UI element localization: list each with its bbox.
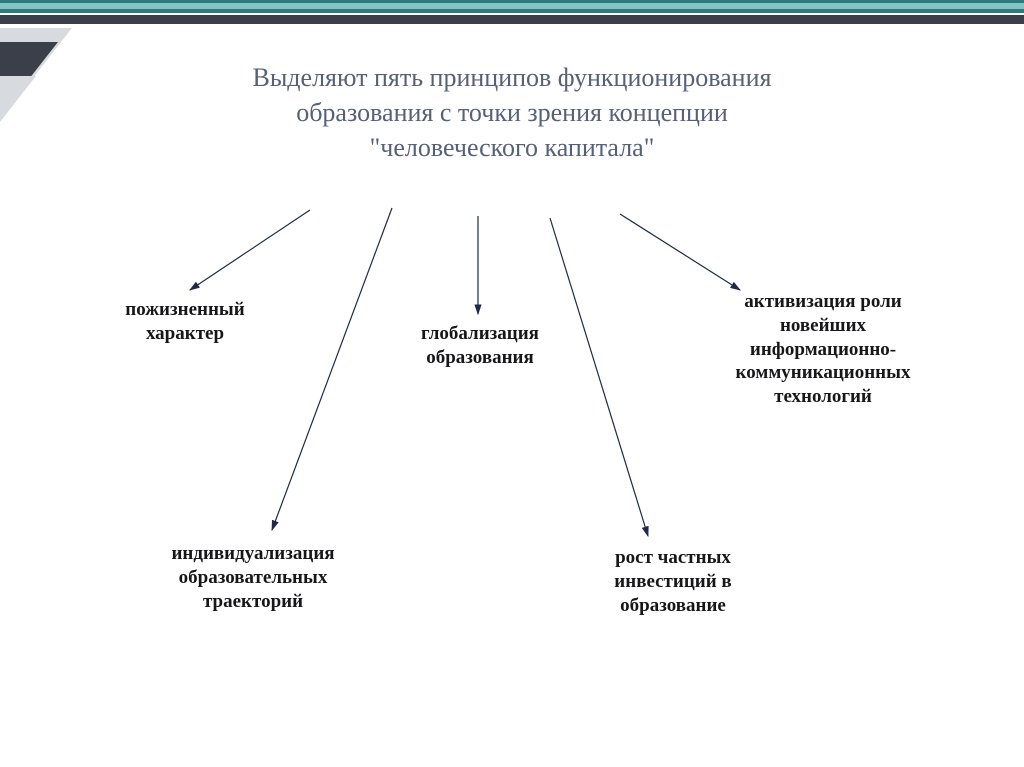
arrow [620, 214, 740, 290]
diagram-node: глобализацияобразования [390, 322, 570, 370]
node-text-line: активизация роли [708, 290, 938, 314]
title-line-2: образования с точки зрения концепции [120, 95, 904, 130]
node-text-line: технологий [708, 385, 938, 409]
diagram-node: рост частныхинвестиций вобразование [588, 546, 758, 617]
slide-title: Выделяют пять принципов функционирования… [0, 60, 1024, 165]
arrow [272, 208, 392, 530]
node-text-line: образования [390, 346, 570, 370]
arrow [550, 218, 648, 536]
node-text-line: рост частных [588, 546, 758, 570]
node-text-line: информационно- [708, 338, 938, 362]
node-text-line: новейших [708, 314, 938, 338]
node-text-line: характер [100, 322, 270, 346]
arrow [190, 210, 310, 290]
title-line-3: "человеческого капитала" [120, 130, 904, 165]
diagram-node: индивидуализацияобразовательныхтраектори… [148, 542, 358, 613]
node-text-line: образование [588, 594, 758, 618]
node-text-line: инвестиций в [588, 570, 758, 594]
node-text-line: глобализация [390, 322, 570, 346]
node-text-line: коммуникационных [708, 361, 938, 385]
node-text-line: индивидуализация [148, 542, 358, 566]
title-line-1: Выделяют пять принципов функционирования [120, 60, 904, 95]
diagram-node: пожизненныйхарактер [100, 298, 270, 346]
node-text-line: траекторий [148, 590, 358, 614]
node-text-line: образовательных [148, 566, 358, 590]
top-decoration-bar [0, 0, 1024, 24]
diagram-node: активизация ролиновейшихинформационно-ко… [708, 290, 938, 409]
node-text-line: пожизненный [100, 298, 270, 322]
